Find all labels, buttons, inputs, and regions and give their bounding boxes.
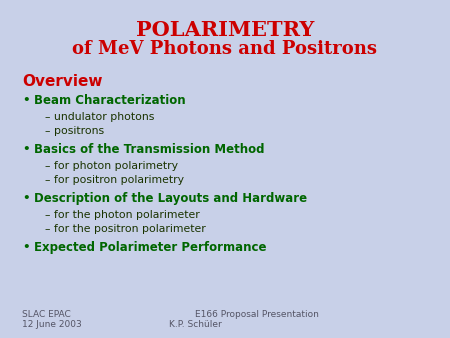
Text: SLAC EPAC: SLAC EPAC [22, 310, 71, 319]
Text: Beam Characterization: Beam Characterization [34, 94, 185, 107]
Text: –: – [44, 161, 50, 171]
Text: •: • [22, 192, 30, 205]
Text: for photon polarimetry: for photon polarimetry [54, 161, 178, 171]
Text: 12 June 2003: 12 June 2003 [22, 320, 82, 329]
Text: •: • [22, 94, 30, 107]
Text: Description of the Layouts and Hardware: Description of the Layouts and Hardware [34, 192, 307, 205]
Text: –: – [44, 112, 50, 122]
Text: Basics of the Transmission Method: Basics of the Transmission Method [34, 143, 265, 156]
Text: POLARIMETRY: POLARIMETRY [136, 20, 314, 40]
Text: –: – [44, 224, 50, 234]
Text: of MeV Photons and Positrons: of MeV Photons and Positrons [72, 40, 378, 58]
Text: for positron polarimetry: for positron polarimetry [54, 175, 184, 185]
Text: •: • [22, 143, 30, 156]
Text: –: – [44, 210, 50, 220]
Text: Overview: Overview [22, 74, 103, 89]
Text: E166 Proposal Presentation: E166 Proposal Presentation [195, 310, 319, 319]
Text: for the photon polarimeter: for the photon polarimeter [54, 210, 200, 220]
Text: positrons: positrons [54, 126, 104, 136]
Text: undulator photons: undulator photons [54, 112, 154, 122]
Text: –: – [44, 126, 50, 136]
Text: for the positron polarimeter: for the positron polarimeter [54, 224, 206, 234]
Text: Expected Polarimeter Performance: Expected Polarimeter Performance [34, 241, 266, 254]
Text: •: • [22, 241, 30, 254]
Text: –: – [44, 175, 50, 185]
Text: K.P. Schüler: K.P. Schüler [169, 320, 221, 329]
